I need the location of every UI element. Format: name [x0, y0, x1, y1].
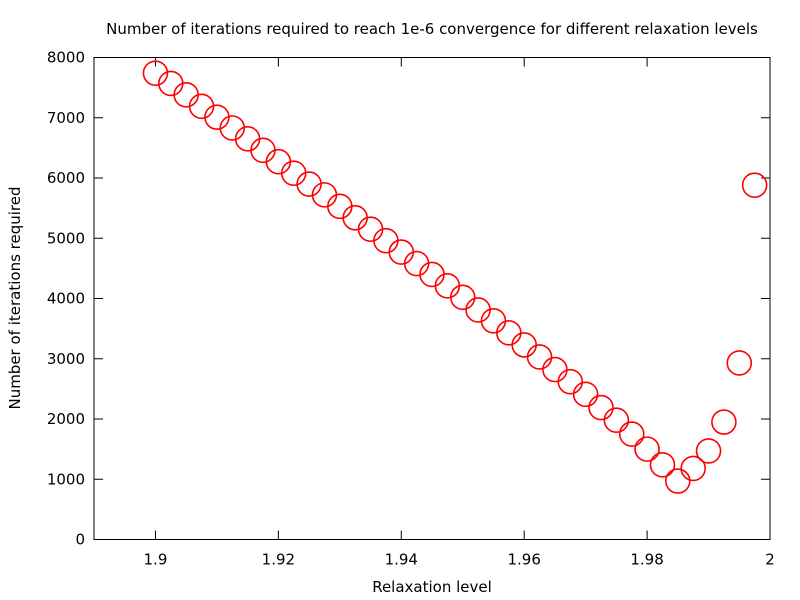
x-tick-label: 1.94 — [385, 551, 418, 569]
x-tick-label: 1.96 — [507, 551, 540, 569]
x-axis-label: Relaxation level — [372, 578, 492, 596]
data-point — [711, 409, 737, 435]
data-point — [142, 60, 169, 86]
data-point — [526, 344, 553, 370]
data-point — [296, 171, 322, 197]
data-point — [357, 216, 384, 243]
chart-title: Number of iterations required to reach 1… — [106, 20, 758, 38]
y-tick-label: 7000 — [47, 109, 85, 127]
data-point — [557, 368, 584, 395]
data-point — [741, 172, 768, 199]
data-point — [480, 307, 507, 334]
y-tick-label: 4000 — [47, 290, 85, 308]
data-point — [465, 297, 491, 323]
data-point — [342, 204, 368, 231]
data-point — [665, 468, 691, 494]
data-point — [634, 436, 660, 462]
y-tick-label: 5000 — [47, 229, 85, 247]
data-point — [327, 193, 353, 220]
data-point — [603, 407, 630, 434]
data-point — [173, 82, 199, 108]
data-point — [311, 182, 338, 208]
data-point — [511, 332, 537, 358]
data-point — [388, 239, 415, 265]
x-tick-label: 1.98 — [630, 551, 663, 569]
x-tick-label: 2 — [765, 551, 775, 569]
data-point — [449, 284, 476, 311]
data-point — [234, 126, 261, 152]
data-point — [280, 160, 307, 186]
data-point — [649, 451, 676, 478]
y-tick-label: 6000 — [47, 169, 85, 187]
y-tick-label: 8000 — [47, 49, 85, 67]
data-point — [250, 137, 276, 164]
data-point — [695, 438, 722, 464]
data-point — [572, 381, 599, 408]
y-tick-label: 3000 — [47, 350, 85, 368]
data-point — [265, 148, 292, 175]
data-point — [219, 115, 246, 141]
data-point — [542, 356, 568, 383]
y-axis-label: Number of iterations required — [6, 186, 24, 409]
data-point — [726, 350, 753, 376]
data-point — [434, 273, 461, 299]
y-axis: 0 1000 2000 3000 4000 5000 6000 7000 8000 — [47, 49, 770, 549]
data-point — [373, 227, 399, 254]
data-points — [142, 60, 768, 494]
x-tick-label: 1.9 — [144, 551, 168, 569]
y-tick-label: 2000 — [47, 410, 85, 428]
data-point — [188, 93, 215, 120]
y-tick-label: 0 — [75, 531, 85, 549]
data-point — [588, 394, 614, 421]
x-axis: 1.9 1.92 1.94 1.96 1.98 2 — [144, 57, 775, 569]
plot-frame — [93, 57, 771, 540]
x-tick-label: 1.92 — [262, 551, 295, 569]
data-point — [680, 455, 706, 482]
data-point — [204, 104, 230, 130]
data-point — [496, 320, 522, 346]
y-tick-label: 1000 — [47, 470, 85, 488]
data-point — [403, 250, 430, 277]
data-point — [419, 261, 445, 288]
data-point — [618, 421, 645, 447]
